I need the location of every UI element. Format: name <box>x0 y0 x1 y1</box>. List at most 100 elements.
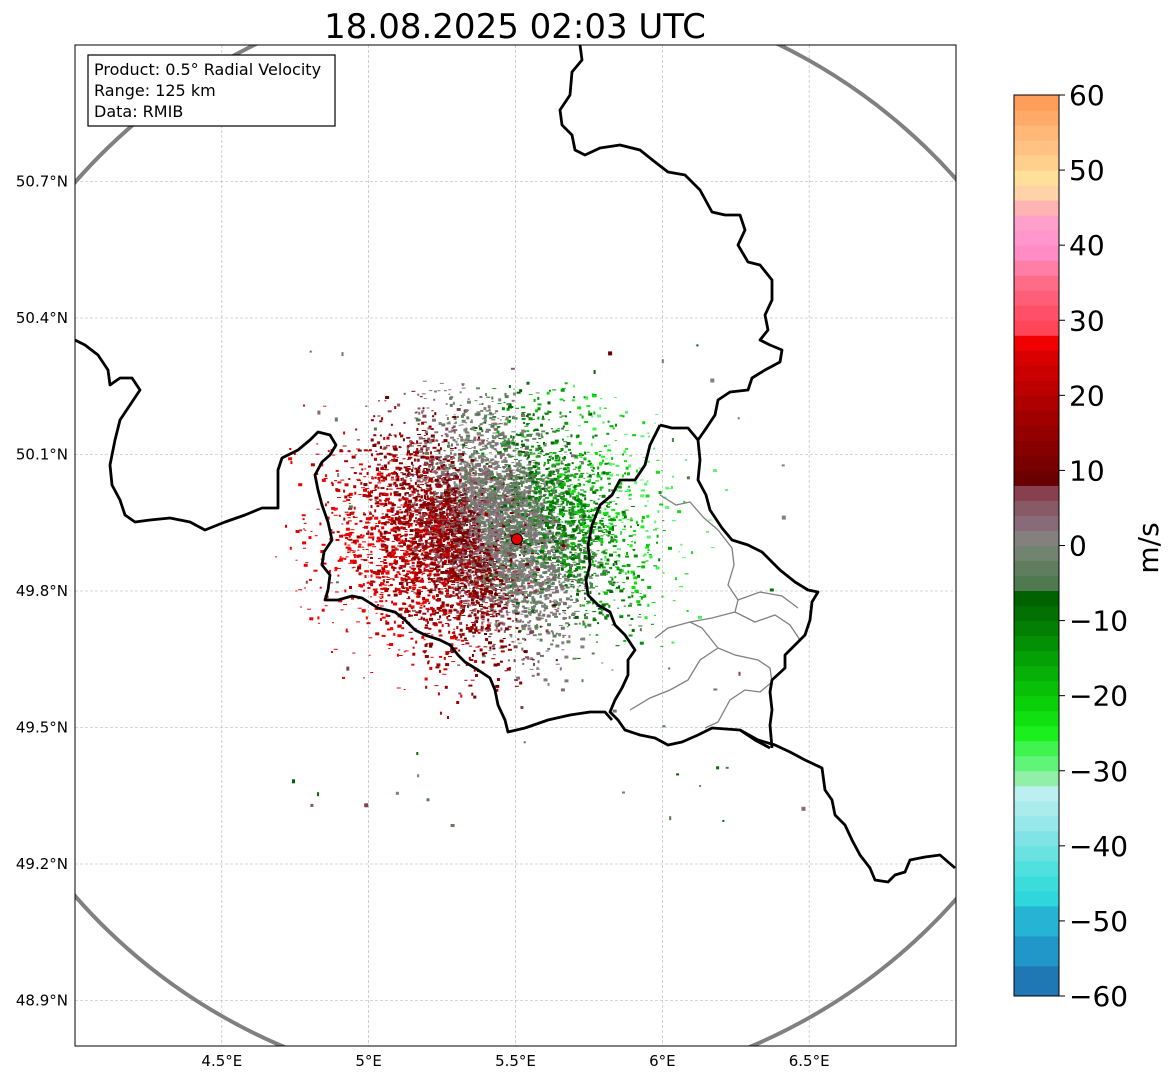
echo-gate <box>436 461 439 463</box>
echo-gate <box>606 614 610 618</box>
echo-gate <box>475 620 479 624</box>
echo-gate <box>456 603 461 606</box>
echo-gate <box>469 592 474 594</box>
echo-gate <box>439 588 444 590</box>
echo-gate <box>592 601 595 605</box>
echo-gate <box>519 546 522 549</box>
echo-gate <box>387 518 392 520</box>
echo-gate <box>497 483 502 485</box>
echo-gate <box>407 466 411 467</box>
echo-gate <box>589 462 593 466</box>
echo-gate <box>555 535 560 537</box>
echo-gate <box>559 484 563 488</box>
echo-gate <box>413 443 418 445</box>
echo-gate <box>378 471 382 473</box>
echo-gate <box>513 519 518 522</box>
echo-gate <box>538 539 543 542</box>
echo-gate <box>422 533 425 536</box>
echo-gate <box>595 489 599 492</box>
echo-gate <box>474 412 477 416</box>
echo-gate <box>460 444 463 446</box>
echo-gate <box>462 504 467 507</box>
echo-gate <box>359 472 363 475</box>
echo-gate <box>471 654 474 657</box>
echo-gate <box>487 605 491 607</box>
echo-gate <box>422 512 425 515</box>
echo-gate <box>415 571 420 574</box>
echo-gate <box>385 571 390 575</box>
echo-gate <box>410 445 414 447</box>
echo-gate <box>494 528 497 531</box>
echo-gate <box>411 461 413 465</box>
echo-gate <box>452 566 455 569</box>
echo-gate <box>545 496 549 499</box>
echo-gate <box>569 514 573 517</box>
echo-gate <box>412 496 417 499</box>
echo-gate <box>504 645 508 648</box>
echo-gate <box>558 584 561 586</box>
echo-gate <box>573 570 577 572</box>
echo-gate <box>482 529 487 533</box>
echo-gate <box>536 546 541 548</box>
echo-gate <box>373 434 377 437</box>
echo-gate <box>411 564 415 567</box>
echo-gate <box>424 626 429 629</box>
echo-gate <box>481 403 484 405</box>
echo-gate <box>509 476 513 480</box>
echo-gate <box>345 631 349 633</box>
echo-gate <box>484 633 487 635</box>
echo-gate <box>489 444 494 448</box>
echo-gate <box>494 423 496 425</box>
echo-gate <box>484 476 488 480</box>
echo-gate <box>410 579 414 582</box>
echo-gate <box>485 626 490 629</box>
echo-gate <box>438 609 442 612</box>
echo-gate <box>517 642 522 644</box>
echo-gate <box>499 551 504 553</box>
echo-gate <box>544 594 549 596</box>
echo-gate <box>550 541 554 543</box>
echo-gate <box>549 600 552 603</box>
echo-gate <box>527 547 530 548</box>
echo-gate <box>451 514 455 516</box>
echo-gate <box>375 571 379 573</box>
echo-gate <box>454 499 457 502</box>
echo-gate <box>552 639 555 642</box>
echo-gate <box>376 573 380 576</box>
echo-gate <box>684 459 687 461</box>
echo-gate <box>507 438 510 440</box>
echo-gate <box>493 557 497 560</box>
echo-gate <box>420 447 424 451</box>
echo-gate <box>528 433 531 437</box>
echo-gate <box>474 570 478 574</box>
echo-gate <box>514 580 519 581</box>
echo-gate <box>570 434 573 438</box>
echo-gate <box>452 439 456 441</box>
echo-gate <box>443 390 447 392</box>
echo-gate <box>490 424 495 428</box>
echo-gate <box>411 663 415 666</box>
echo-gate <box>418 512 422 515</box>
echo-gate <box>631 541 633 543</box>
echo-gate <box>516 391 521 394</box>
echo-gate <box>602 532 606 534</box>
echo-gate <box>492 436 497 440</box>
echo-gate <box>577 406 582 410</box>
echo-gate <box>380 535 383 537</box>
echo-gate <box>506 522 510 526</box>
echo-gate <box>417 567 420 570</box>
echo-gate <box>416 485 420 488</box>
echo-gate <box>503 629 506 633</box>
echo-gate <box>467 554 470 556</box>
echo-gate <box>546 577 551 581</box>
echo-gate <box>671 520 676 522</box>
echo-gate <box>540 433 543 437</box>
echo-gate <box>457 580 461 582</box>
echo-gate <box>421 571 425 573</box>
echo-gate <box>485 573 488 577</box>
echo-gate <box>599 521 602 524</box>
echo-gate <box>593 500 596 504</box>
echo-gate <box>481 600 485 603</box>
echo-gate <box>419 530 424 534</box>
echo-gate <box>427 594 431 597</box>
